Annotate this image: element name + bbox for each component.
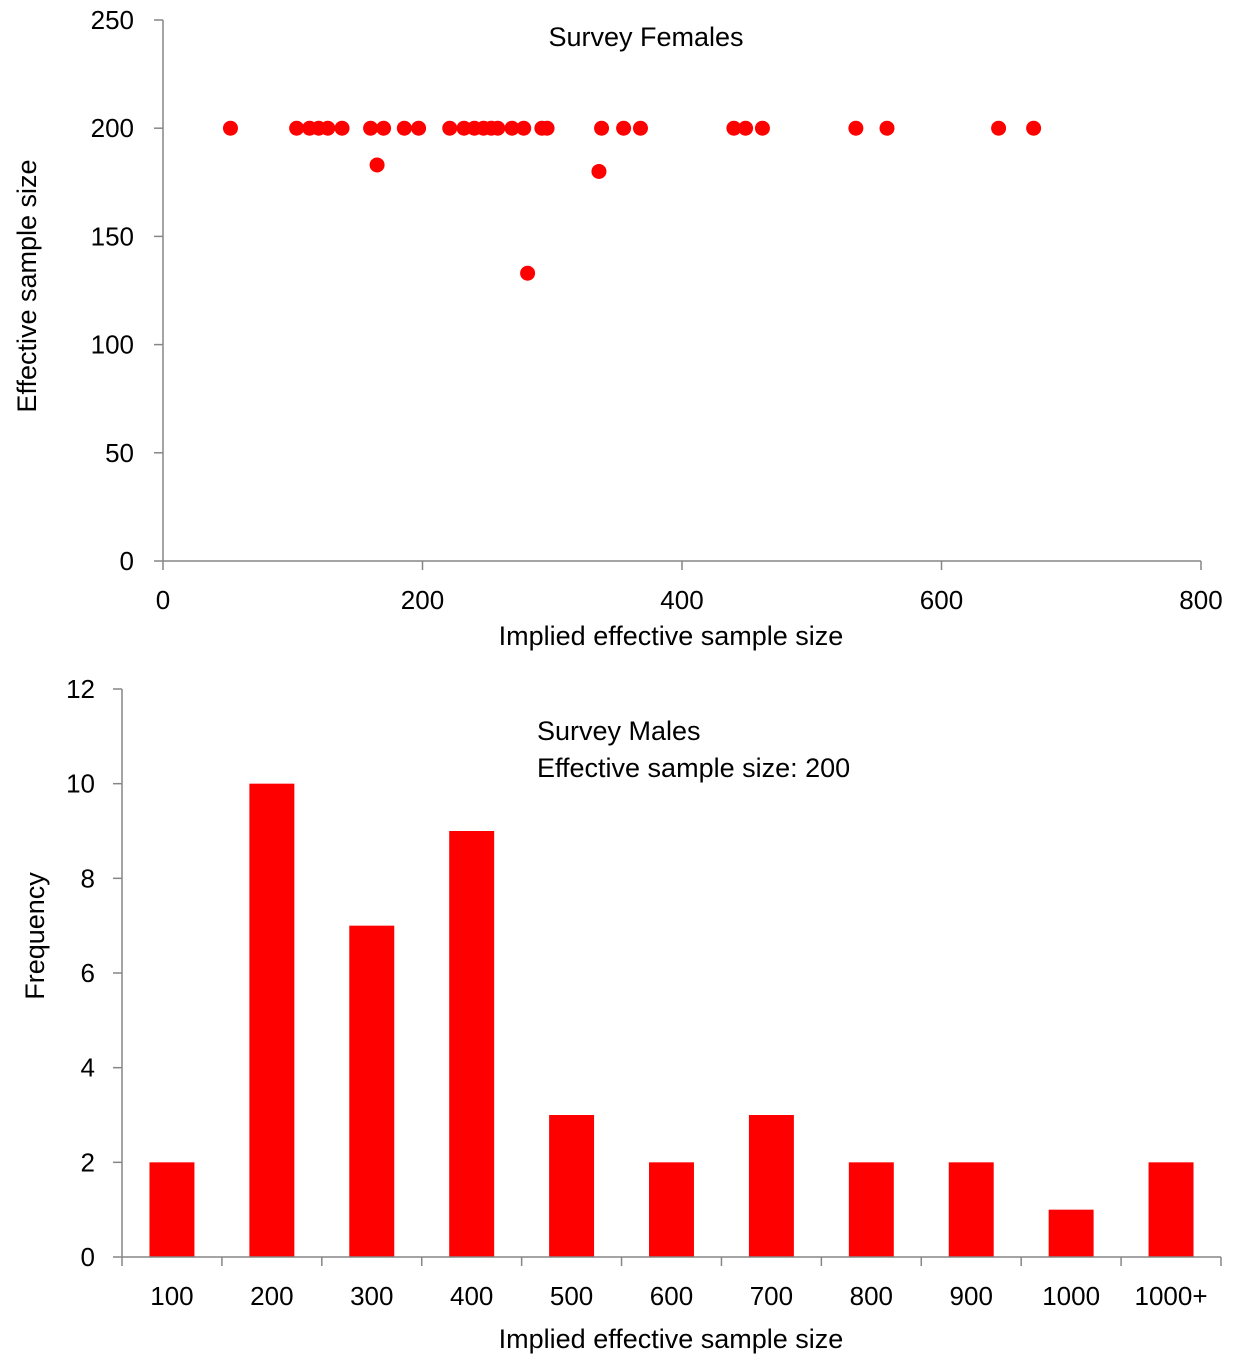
data-point: [539, 120, 555, 136]
bar-700: [748, 1115, 794, 1257]
x-ticks: 100 200 300 400 500 600 700 800 900 1000 1000+: [121, 1257, 1222, 1311]
data-point: [320, 120, 336, 136]
data-point: [222, 120, 238, 136]
x-tick-label: 400: [450, 1281, 493, 1311]
bar-500: [549, 1115, 595, 1257]
data-point: [369, 157, 385, 173]
x-tick-label: 200: [250, 1281, 293, 1311]
data-point: [738, 120, 754, 136]
x-ticks: 0 200 400 600 800: [156, 561, 1223, 615]
data-point: [411, 120, 427, 136]
x-tick-label: 800: [1179, 585, 1222, 615]
data-point: [456, 120, 472, 136]
y-tick-label: 10: [66, 769, 95, 799]
y-tick-label: 200: [91, 113, 134, 143]
y-tick-label: 150: [91, 221, 134, 251]
bar-100: [149, 1162, 195, 1257]
x-tick-label: 600: [920, 585, 963, 615]
bar-chart: Survey Males Effective sample size: 200 …: [20, 674, 1222, 1354]
x-tick-label: 400: [660, 585, 703, 615]
data-point: [334, 120, 350, 136]
y-tick-label: 2: [81, 1147, 95, 1177]
y-tick-label: 100: [91, 330, 134, 360]
y-tick-label: 4: [81, 1053, 95, 1083]
chart-title: Survey Males: [537, 716, 701, 746]
x-tick-label: 700: [750, 1281, 793, 1311]
y-ticks: 0 2 4 6 8 10 12: [66, 674, 122, 1272]
chart-subtitle: Effective sample size: 200: [537, 753, 850, 783]
scatter-points: [222, 120, 1042, 281]
data-point: [396, 120, 412, 136]
data-point: [726, 120, 742, 136]
data-point: [594, 120, 610, 136]
data-point: [879, 120, 895, 136]
data-point: [516, 120, 532, 136]
data-point: [848, 120, 864, 136]
data-point: [632, 120, 648, 136]
scatter-chart: Survey Females 0 50 100 150 200 250 0 200 400 60…: [12, 5, 1223, 651]
bar-400: [449, 831, 495, 1257]
y-axis-title: Effective sample size: [12, 159, 42, 412]
bar-900: [948, 1162, 994, 1257]
bar-800: [848, 1162, 894, 1257]
x-tick-label: 1000+: [1135, 1281, 1208, 1311]
chart-title: Survey Females: [548, 22, 743, 52]
y-tick-label: 0: [81, 1242, 95, 1272]
y-axis-title: Frequency: [20, 872, 50, 1000]
data-point: [1026, 120, 1042, 136]
x-tick-label: 0: [156, 585, 170, 615]
data-point: [616, 120, 632, 136]
x-tick-label: 100: [150, 1281, 193, 1311]
data-point: [376, 120, 392, 136]
y-tick-label: 6: [81, 958, 95, 988]
bar-200: [249, 783, 295, 1257]
x-tick-label: 900: [950, 1281, 993, 1311]
bar-600: [649, 1162, 694, 1257]
bar-1000: [1048, 1209, 1094, 1257]
data-point: [991, 120, 1007, 136]
x-tick-label: 600: [650, 1281, 693, 1311]
data-point: [442, 120, 458, 136]
bar-1000+: [1148, 1162, 1194, 1257]
data-point: [591, 163, 607, 179]
data-point: [754, 120, 770, 136]
x-tick-label: 1000: [1042, 1281, 1100, 1311]
data-point: [289, 120, 305, 136]
y-tick-label: 250: [91, 5, 134, 35]
y-tick-label: 50: [105, 438, 134, 468]
data-point: [363, 120, 379, 136]
y-tick-label: 0: [120, 546, 134, 576]
bars: [149, 783, 1194, 1257]
x-axis-title: Implied effective sample size: [499, 621, 844, 651]
y-tick-label: 8: [81, 863, 95, 893]
data-point: [490, 120, 506, 136]
x-tick-label: 300: [350, 1281, 393, 1311]
data-point: [520, 265, 536, 281]
y-tick-label: 12: [66, 674, 95, 704]
x-axis-title: Implied effective sample size: [499, 1324, 844, 1354]
data-point: [504, 120, 520, 136]
y-ticks: 0 50 100 150 200 250: [91, 5, 163, 576]
x-tick-label: 500: [550, 1281, 593, 1311]
x-tick-label: 200: [401, 585, 444, 615]
bar-300: [349, 925, 395, 1257]
x-tick-label: 800: [850, 1281, 893, 1311]
